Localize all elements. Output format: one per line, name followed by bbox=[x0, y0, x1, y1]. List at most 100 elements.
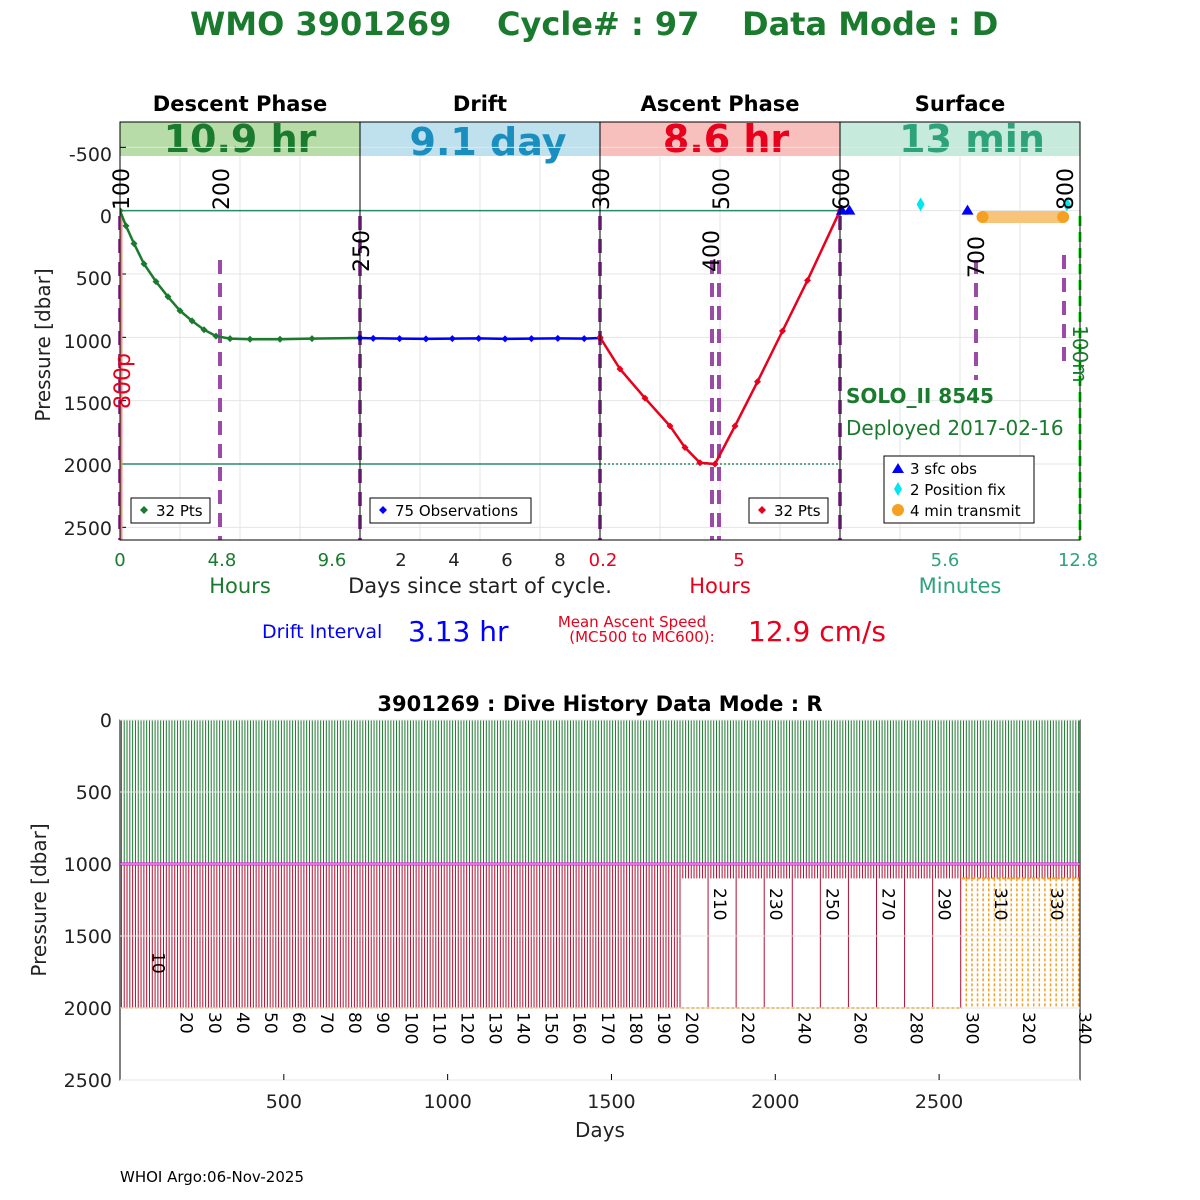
cycle-label: 250 bbox=[821, 888, 841, 920]
data-point bbox=[711, 460, 719, 468]
cycle-label: 270 bbox=[877, 888, 897, 920]
history-title-text: 3901269 : Dive History Data Mode : R bbox=[377, 692, 822, 716]
park-label: 800p bbox=[111, 353, 136, 409]
history-ytick: 2500 bbox=[64, 1070, 112, 1092]
title-mode: Data Mode : D bbox=[742, 5, 998, 43]
phase-name-surface: Surface bbox=[915, 92, 1005, 116]
surface-xtick: 12.8 bbox=[1058, 550, 1098, 571]
history-axes: 0 500 1000 1500 2000 2500 500 1000 1500 2000 2500 bbox=[64, 710, 1080, 1113]
data-point bbox=[641, 394, 649, 402]
phase-band-drift bbox=[360, 122, 600, 156]
footer-credit: WHOI Argo:06-Nov-2025 bbox=[120, 1168, 304, 1186]
data-point bbox=[696, 459, 704, 467]
cycle-label: 200 bbox=[681, 1012, 701, 1044]
phase-name-drift: Drift bbox=[453, 92, 507, 116]
data-point bbox=[152, 278, 160, 286]
stats-line: Drift Interval 3.13 hr Mean Ascent Speed… bbox=[262, 613, 886, 648]
data-point bbox=[422, 335, 430, 343]
history-xtick: 1500 bbox=[587, 1091, 635, 1113]
data-point bbox=[616, 365, 624, 373]
surface-marker-label: 100m bbox=[1068, 325, 1092, 383]
ytick: 1500 bbox=[64, 393, 112, 415]
ytick: 2000 bbox=[64, 455, 112, 477]
cycle-label: 130 bbox=[485, 1012, 505, 1044]
speed-value: 12.9 cm/s bbox=[748, 615, 886, 648]
mission-code-300: 300 bbox=[590, 168, 615, 210]
drift-xtick: 2 bbox=[395, 550, 406, 571]
legend-ascent: 32 Pts bbox=[748, 497, 829, 524]
cycle-label: 110 bbox=[428, 1012, 448, 1044]
legend-drift-marker bbox=[379, 506, 387, 514]
ytick: 0 bbox=[100, 206, 112, 228]
mission-code-800: 800 bbox=[1054, 168, 1079, 210]
data-point bbox=[448, 335, 456, 343]
cycle-label: 100 bbox=[400, 1012, 420, 1044]
legend-descent: 32 Pts bbox=[130, 497, 211, 524]
data-point bbox=[246, 335, 254, 343]
speed-label-2: (MC500 to MC600): bbox=[569, 628, 714, 646]
top-y-ticks: -500 0 500 1000 1500 2000 2500 bbox=[64, 144, 112, 540]
data-point bbox=[475, 334, 483, 342]
cycle-label: 60 bbox=[288, 1012, 308, 1034]
cycle-labels: 10 20 30 40 50 60 70 80 90 100 110 120 130 140 150 160 1… bbox=[148, 888, 1094, 1044]
position-fix-point bbox=[916, 197, 925, 212]
data-point bbox=[140, 260, 148, 268]
phase-name-ascent: Ascent Phase bbox=[641, 92, 800, 116]
data-point bbox=[369, 334, 377, 342]
data-point bbox=[554, 334, 562, 342]
speed-label-1: Mean Ascent Speed bbox=[558, 613, 706, 631]
drift-interval-value: 3.13 hr bbox=[408, 615, 509, 648]
legend-fix-marker bbox=[894, 482, 902, 496]
series-line-ascent-phase bbox=[598, 210, 842, 466]
descent-xlabel: Hours bbox=[209, 574, 271, 598]
mission-code-400: 400 bbox=[700, 230, 725, 272]
cycle-label: 180 bbox=[625, 1012, 645, 1044]
cycle-label: 90 bbox=[372, 1012, 392, 1034]
cycle-label: 140 bbox=[513, 1012, 533, 1044]
legend-fix-text: 2 Position fix bbox=[910, 481, 1006, 499]
data-point bbox=[308, 335, 316, 343]
data-point bbox=[681, 444, 689, 452]
drift-xtick: 6 bbox=[501, 550, 512, 571]
legend-sfc-obs-text: 3 sfc obs bbox=[910, 460, 977, 478]
sfc-obs-point bbox=[961, 204, 974, 215]
history-xtick: 2500 bbox=[915, 1091, 963, 1113]
phase-duration-descent: 10.9 hr bbox=[164, 117, 317, 161]
cycle-label: 20 bbox=[176, 1012, 196, 1034]
surface-xtick: 5.6 bbox=[931, 550, 960, 571]
legend-drift-text: 75 Observations bbox=[395, 502, 518, 520]
ascent-xtick: 0.2 bbox=[589, 550, 618, 571]
data-point bbox=[731, 422, 739, 430]
ytick: -500 bbox=[69, 144, 112, 166]
legend-drift: 75 Observations bbox=[369, 497, 532, 524]
data-point bbox=[666, 422, 674, 430]
mission-code-250: 250 bbox=[350, 230, 375, 272]
data-point bbox=[130, 240, 138, 248]
phase-band-surface bbox=[840, 122, 1080, 156]
transmit-point bbox=[1057, 211, 1070, 223]
data-point bbox=[226, 335, 234, 343]
cycle-label: 340 bbox=[1074, 1012, 1094, 1044]
cycle-label: 280 bbox=[906, 1012, 926, 1044]
history-xtick: 2000 bbox=[751, 1091, 799, 1113]
cycle-label: 30 bbox=[204, 1012, 224, 1034]
data-point bbox=[120, 207, 124, 215]
legend-surface: 3 sfc obs 2 Position fix 4 min transmit bbox=[883, 455, 1035, 524]
mission-code-100: 100 bbox=[110, 168, 135, 210]
data-point bbox=[164, 293, 172, 301]
float-model: SOLO_II 8545 bbox=[846, 384, 994, 408]
history-y-label: Pressure [dbar] bbox=[27, 823, 51, 976]
legend-sfc-obs-marker bbox=[892, 463, 904, 473]
ascent-xlabel: Hours bbox=[689, 574, 751, 598]
mission-code-200: 200 bbox=[210, 168, 235, 210]
cycle-label: 120 bbox=[456, 1012, 476, 1044]
float-deployed: Deployed 2017-02-16 bbox=[846, 416, 1064, 440]
legend-ascent-marker bbox=[758, 506, 766, 514]
cycle-label: 220 bbox=[737, 1012, 757, 1044]
history-ytick: 0 bbox=[100, 710, 112, 732]
mission-code-700: 700 bbox=[965, 236, 990, 278]
cycle-label: 40 bbox=[232, 1012, 252, 1034]
drift-xlabel: Days since start of cycle. bbox=[348, 574, 612, 598]
cycle-label: 190 bbox=[653, 1012, 673, 1044]
ytick: 500 bbox=[76, 268, 112, 290]
